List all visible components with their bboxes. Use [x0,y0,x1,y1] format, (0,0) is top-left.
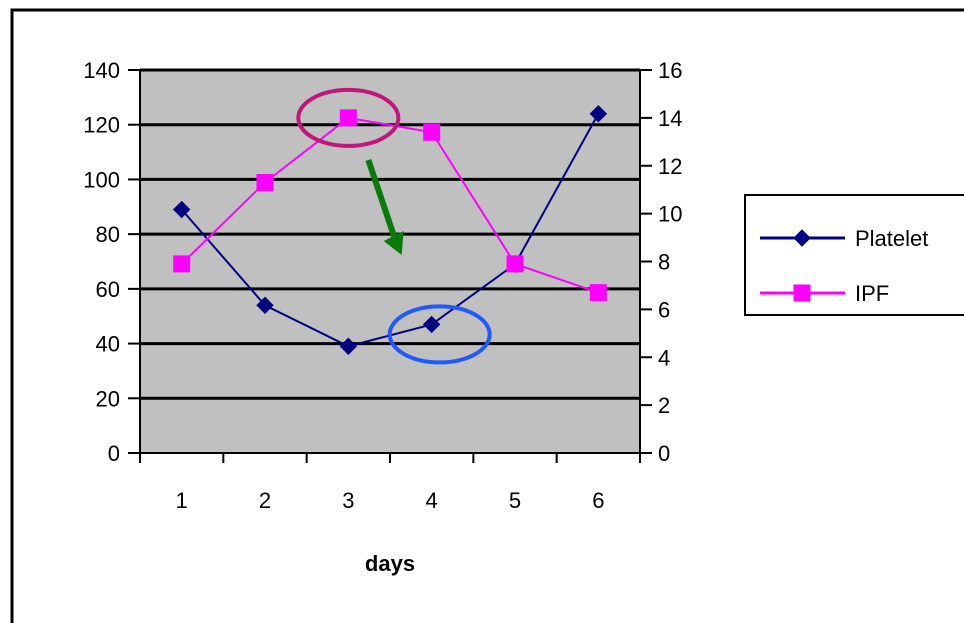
y-tick-label-left: 120 [83,113,120,138]
legend-marker [793,284,811,302]
plot-area [140,70,640,453]
x-tick-label: 6 [592,488,604,513]
data-point-ipf [589,284,607,302]
series-line-ipf [180,116,599,294]
data-point-platelet [422,315,441,334]
y-tick-label-right: 4 [658,345,670,370]
x-tick-label: 1 [176,488,188,513]
y-tick-label-right: 16 [658,58,682,83]
legend-label: IPF [855,281,889,306]
legend-entry-ipf: IPF [760,281,889,306]
highlight-ellipse [387,304,492,365]
x-tick-label: 5 [509,488,521,513]
legend-marker [793,229,811,247]
legend-entry-platelet: Platelet [760,226,928,251]
y-tick-label-right: 6 [658,297,670,322]
highlight-ellipse [296,87,401,148]
y-tick-label-left: 60 [96,277,120,302]
y-tick-label-left: 40 [96,332,120,357]
data-point-platelet [256,296,274,314]
legend-label: Platelet [855,226,928,251]
data-point-ipf [339,109,357,127]
data-point-ipf [423,123,441,141]
legend: Platelet IPF [744,194,964,316]
x-tick-label: 3 [342,488,354,513]
annotations [296,87,492,365]
data-point-platelet [172,200,191,219]
y-tick-label-left: 100 [83,167,120,192]
y-tick-label-right: 8 [658,250,670,275]
y-tick-label-right: 2 [658,393,670,418]
trend-arrow-head [383,231,404,255]
data-point-platelet [589,105,608,123]
y-tick-label-left: 140 [83,58,120,83]
series-ipf [173,109,607,302]
trend-arrow-shaft [365,159,399,242]
y-tick-label-right: 12 [658,154,682,179]
data-point-ipf [506,255,524,273]
data-point-ipf [256,174,274,192]
data-point-platelet [339,337,358,356]
y-tick-label-left: 80 [96,222,120,247]
x-tick-label: 2 [259,488,271,513]
y-tick-label-left: 0 [108,441,120,466]
y-tick-label-left: 20 [96,386,120,411]
y-tick-label-right: 14 [658,106,682,131]
legend-box [744,194,964,316]
data-point-ipf [173,255,191,273]
x-axis-title: days [365,551,415,576]
series-layer [172,105,608,356]
y-tick-label-right: 0 [658,441,670,466]
y-tick-label-right: 10 [658,202,682,227]
x-tick-label: 4 [426,488,438,513]
